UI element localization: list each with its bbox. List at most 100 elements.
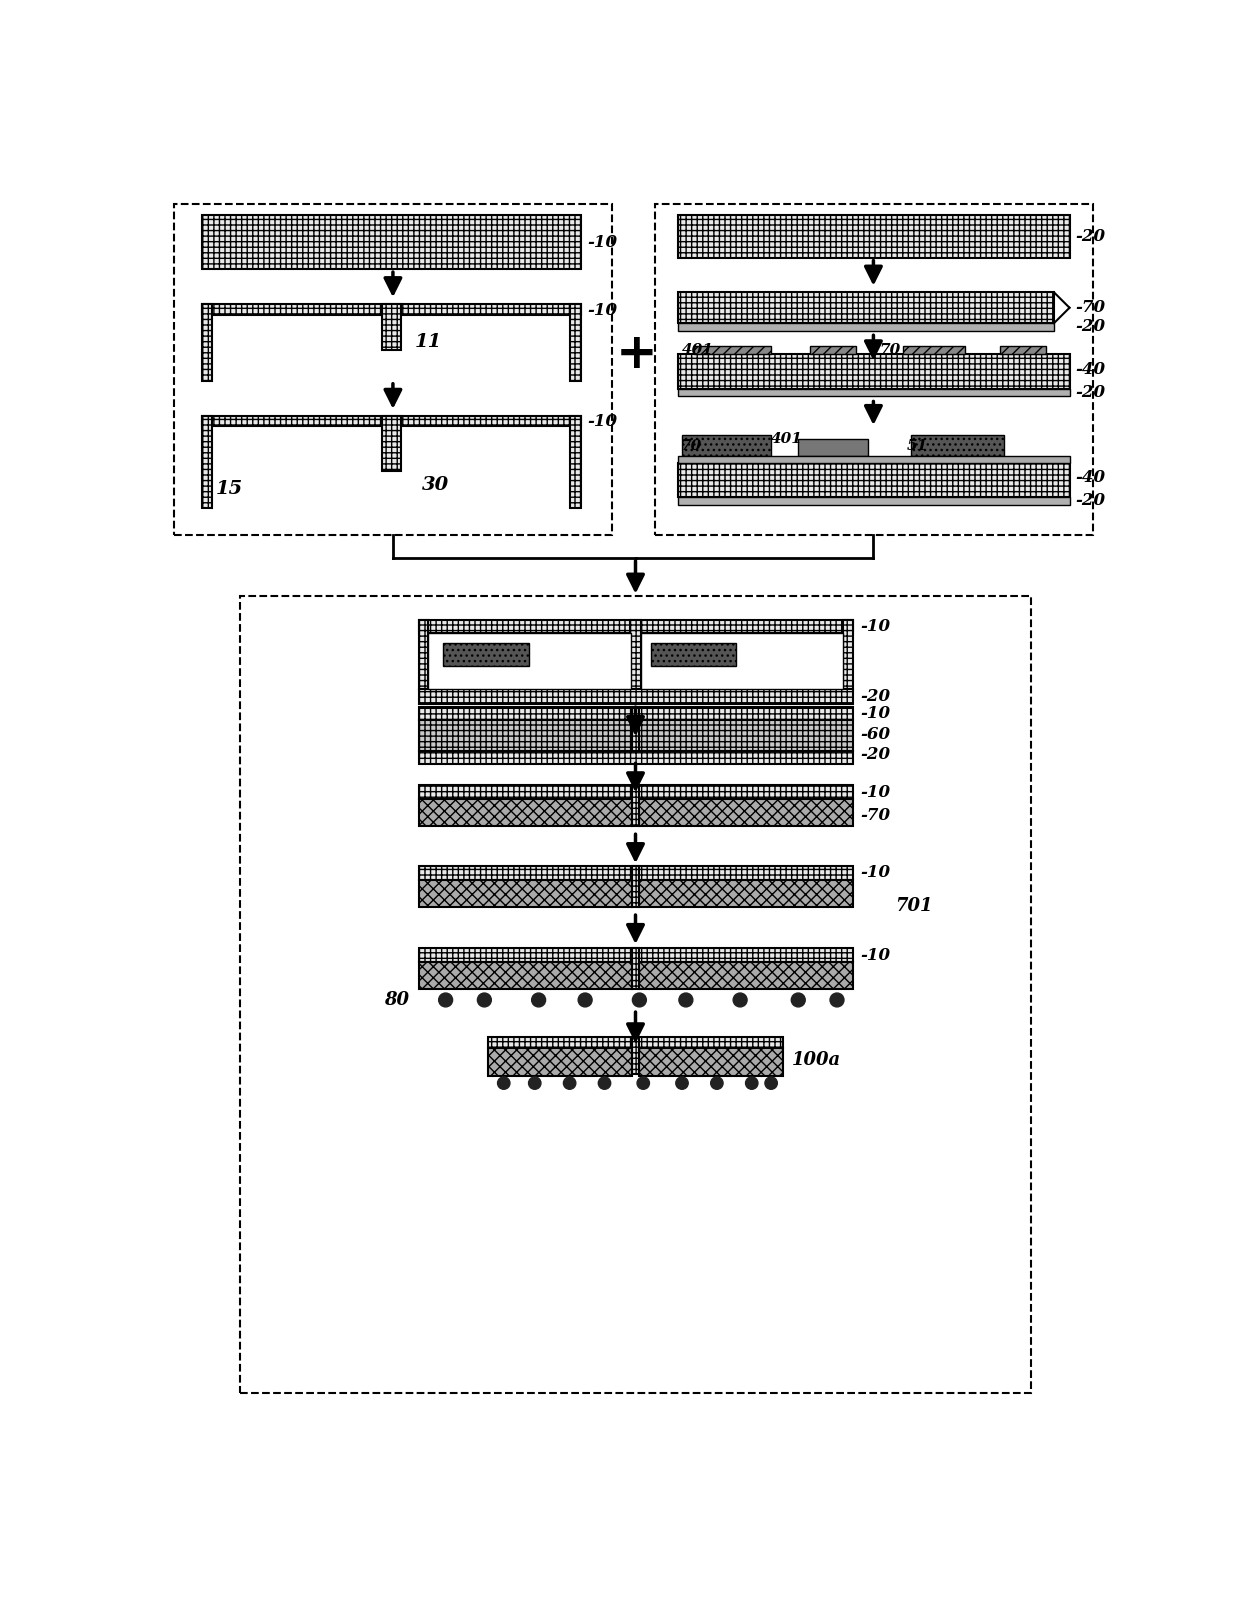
Bar: [640, 879, 853, 907]
Bar: [693, 346, 771, 354]
Bar: [651, 642, 737, 666]
Circle shape: [528, 1077, 541, 1089]
Bar: [489, 1048, 632, 1077]
Text: 11: 11: [414, 333, 441, 351]
Circle shape: [477, 993, 491, 1008]
Circle shape: [791, 993, 805, 1008]
Text: -10: -10: [861, 705, 890, 723]
Text: -10: -10: [861, 947, 890, 964]
Circle shape: [578, 993, 593, 1008]
Text: -20: -20: [1076, 227, 1106, 245]
Bar: [999, 346, 1047, 354]
Text: 80: 80: [383, 992, 409, 1009]
Bar: [241, 596, 1030, 1394]
Text: 401: 401: [771, 431, 804, 445]
Bar: [382, 415, 401, 471]
Circle shape: [680, 993, 693, 1008]
Bar: [910, 434, 1003, 457]
Bar: [201, 415, 212, 508]
Text: -10: -10: [861, 865, 890, 881]
Bar: [201, 304, 582, 314]
Bar: [419, 785, 853, 799]
Bar: [419, 751, 853, 764]
Text: 401: 401: [682, 343, 714, 357]
Bar: [799, 439, 868, 457]
Bar: [639, 1048, 782, 1077]
Text: -70: -70: [1076, 300, 1106, 316]
Bar: [419, 948, 853, 963]
Bar: [843, 620, 853, 689]
Circle shape: [733, 993, 746, 1008]
Circle shape: [637, 1077, 650, 1089]
Bar: [631, 948, 640, 988]
Bar: [570, 304, 582, 381]
Text: -10: -10: [588, 301, 618, 319]
Circle shape: [711, 1077, 723, 1089]
Bar: [678, 463, 1069, 497]
Text: -60: -60: [861, 726, 890, 743]
Bar: [640, 721, 853, 751]
Circle shape: [745, 1077, 758, 1089]
Text: -20: -20: [1076, 319, 1106, 335]
Bar: [631, 867, 640, 907]
Text: -70: -70: [861, 807, 890, 825]
Bar: [175, 203, 613, 535]
Bar: [903, 346, 965, 354]
Text: 30: 30: [423, 476, 450, 493]
Bar: [810, 346, 857, 354]
Text: 701: 701: [895, 897, 932, 915]
Bar: [201, 415, 582, 426]
Text: -20: -20: [861, 747, 890, 763]
Circle shape: [532, 993, 546, 1008]
Bar: [640, 963, 853, 988]
Bar: [678, 497, 1069, 505]
Text: -10: -10: [588, 413, 618, 431]
Bar: [419, 879, 631, 907]
Bar: [678, 354, 1069, 389]
Text: -20: -20: [1076, 492, 1106, 509]
Circle shape: [439, 993, 453, 1008]
Bar: [419, 620, 853, 633]
Circle shape: [765, 1077, 777, 1089]
Bar: [570, 415, 582, 508]
Circle shape: [676, 1077, 688, 1089]
Bar: [641, 633, 843, 689]
Text: 15: 15: [216, 479, 243, 498]
Bar: [428, 633, 631, 689]
Bar: [444, 642, 528, 666]
Bar: [678, 215, 1069, 258]
Text: -40: -40: [1076, 360, 1106, 378]
Bar: [419, 706, 853, 721]
Bar: [682, 434, 771, 457]
Bar: [632, 1036, 639, 1073]
Bar: [489, 1036, 782, 1048]
Bar: [419, 867, 853, 879]
Circle shape: [598, 1077, 611, 1089]
Text: 100a: 100a: [792, 1051, 841, 1069]
Bar: [678, 389, 1069, 396]
Bar: [419, 620, 428, 689]
Bar: [201, 304, 212, 381]
Circle shape: [497, 1077, 510, 1089]
Text: 70: 70: [681, 439, 702, 453]
Bar: [678, 292, 1054, 324]
Text: +: +: [615, 330, 657, 378]
Text: 70: 70: [879, 343, 901, 357]
Circle shape: [830, 993, 844, 1008]
Bar: [640, 799, 853, 827]
Circle shape: [632, 993, 646, 1008]
Bar: [201, 215, 582, 269]
Bar: [419, 963, 631, 988]
Circle shape: [563, 1077, 575, 1089]
Text: 51: 51: [906, 439, 928, 453]
Bar: [419, 689, 853, 705]
Bar: [419, 799, 631, 827]
Text: -10: -10: [861, 783, 890, 801]
Bar: [630, 620, 641, 689]
Text: -20: -20: [1076, 384, 1106, 400]
Bar: [631, 706, 640, 761]
Bar: [655, 203, 1092, 535]
Text: -10: -10: [588, 234, 618, 252]
Text: -20: -20: [861, 689, 890, 705]
Text: -10: -10: [861, 618, 890, 634]
